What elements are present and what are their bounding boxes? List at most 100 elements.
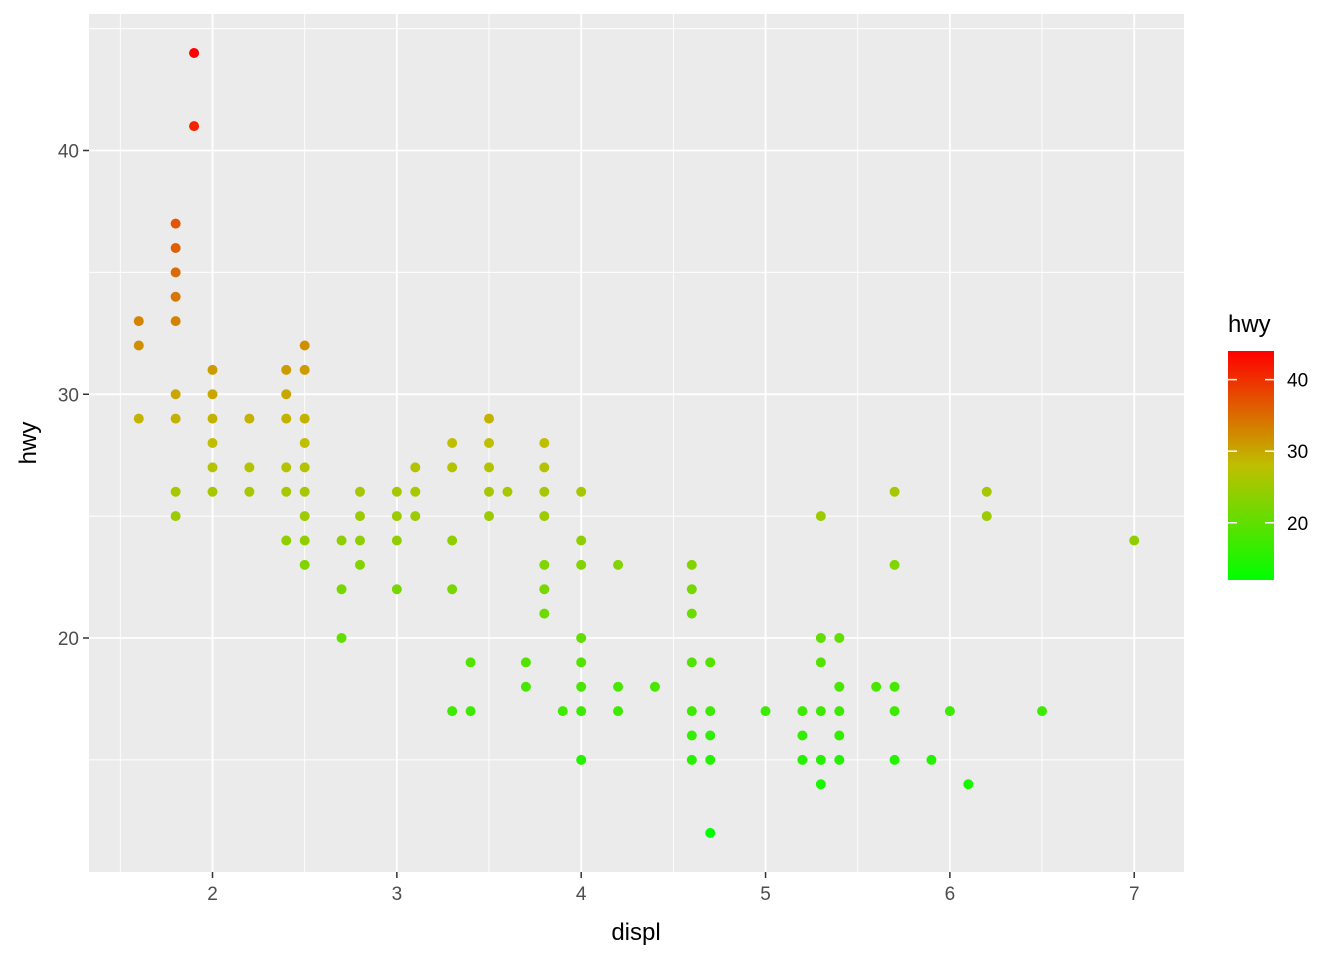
data-point — [834, 754, 845, 765]
data-point — [447, 535, 458, 546]
data-point — [281, 535, 292, 546]
data-point — [465, 657, 476, 668]
data-point — [281, 413, 292, 424]
data-point — [889, 486, 900, 497]
data-point — [484, 511, 495, 522]
data-point — [557, 706, 568, 717]
x-tick-label: 5 — [760, 884, 771, 905]
data-point — [613, 706, 624, 717]
data-point — [189, 121, 200, 132]
data-point — [299, 413, 310, 424]
legend-colorbar — [1228, 351, 1274, 580]
data-point — [686, 754, 697, 765]
data-point — [649, 681, 660, 692]
data-point — [539, 486, 550, 497]
data-point — [170, 486, 181, 497]
data-point — [576, 657, 587, 668]
data-point — [1037, 706, 1048, 717]
data-point — [539, 438, 550, 448]
data-point — [834, 706, 845, 717]
data-point — [170, 267, 181, 278]
x-tick-label: 2 — [207, 884, 218, 905]
data-point — [354, 486, 365, 497]
y-tick-label: 30 — [58, 385, 79, 406]
data-point — [705, 706, 716, 717]
data-point — [133, 316, 144, 327]
data-point — [207, 486, 218, 497]
data-point — [815, 633, 826, 643]
data-point — [336, 584, 347, 595]
data-point — [686, 559, 697, 570]
data-point — [797, 730, 808, 741]
data-point — [281, 389, 292, 400]
data-point — [244, 413, 255, 424]
data-point — [133, 413, 144, 424]
data-point — [299, 462, 310, 473]
data-point — [391, 511, 402, 522]
data-point — [207, 413, 218, 424]
data-point — [705, 657, 716, 668]
x-tick-label: 7 — [1129, 884, 1140, 905]
data-point — [981, 486, 992, 497]
data-point — [889, 559, 900, 570]
data-point — [815, 706, 826, 717]
data-point — [170, 218, 181, 229]
data-point — [705, 730, 716, 741]
y-axis: 20 30 40 — [58, 142, 89, 650]
data-point — [299, 486, 310, 497]
data-point — [871, 681, 882, 692]
data-point — [484, 462, 495, 473]
data-point — [797, 706, 808, 717]
data-point — [686, 657, 697, 668]
data-point — [484, 438, 495, 448]
data-point — [815, 754, 826, 765]
legend-title: hwy — [1228, 311, 1271, 338]
x-axis-title: displ — [611, 919, 660, 946]
data-point — [410, 462, 421, 473]
data-point — [391, 584, 402, 595]
data-point — [189, 48, 200, 58]
data-point — [299, 364, 310, 375]
x-tick-label: 3 — [392, 884, 403, 905]
data-point — [354, 535, 365, 546]
data-point — [170, 243, 181, 253]
data-point — [576, 486, 587, 497]
x-tick-label: 4 — [576, 884, 587, 905]
data-point — [613, 559, 624, 570]
data-point — [539, 584, 550, 595]
data-point — [539, 559, 550, 570]
data-point — [447, 462, 458, 473]
legend: hwy 20 30 40 — [1228, 311, 1308, 580]
data-point — [391, 535, 402, 546]
x-axis: 2 3 4 5 6 7 — [207, 872, 1140, 905]
data-point — [815, 511, 826, 522]
data-point — [484, 413, 495, 424]
y-tick-label: 20 — [58, 629, 79, 650]
data-point — [576, 681, 587, 692]
data-point — [281, 462, 292, 473]
major-gridlines — [89, 14, 1184, 872]
data-point — [170, 291, 181, 302]
data-point — [613, 681, 624, 692]
data-point — [170, 413, 181, 424]
data-point — [686, 584, 697, 595]
data-point — [207, 389, 218, 400]
plot-panel — [89, 14, 1184, 872]
data-point — [281, 364, 292, 375]
data-point — [447, 584, 458, 595]
data-point — [889, 681, 900, 692]
data-point — [410, 511, 421, 522]
data-point — [539, 511, 550, 522]
data-point — [207, 364, 218, 375]
data-point — [576, 633, 587, 643]
data-point — [336, 535, 347, 546]
data-point — [576, 754, 587, 765]
data-point — [299, 511, 310, 522]
data-point — [299, 438, 310, 448]
data-point — [447, 706, 458, 717]
data-point — [815, 779, 826, 790]
data-point — [760, 706, 771, 717]
data-point — [576, 559, 587, 570]
data-point — [244, 462, 255, 473]
